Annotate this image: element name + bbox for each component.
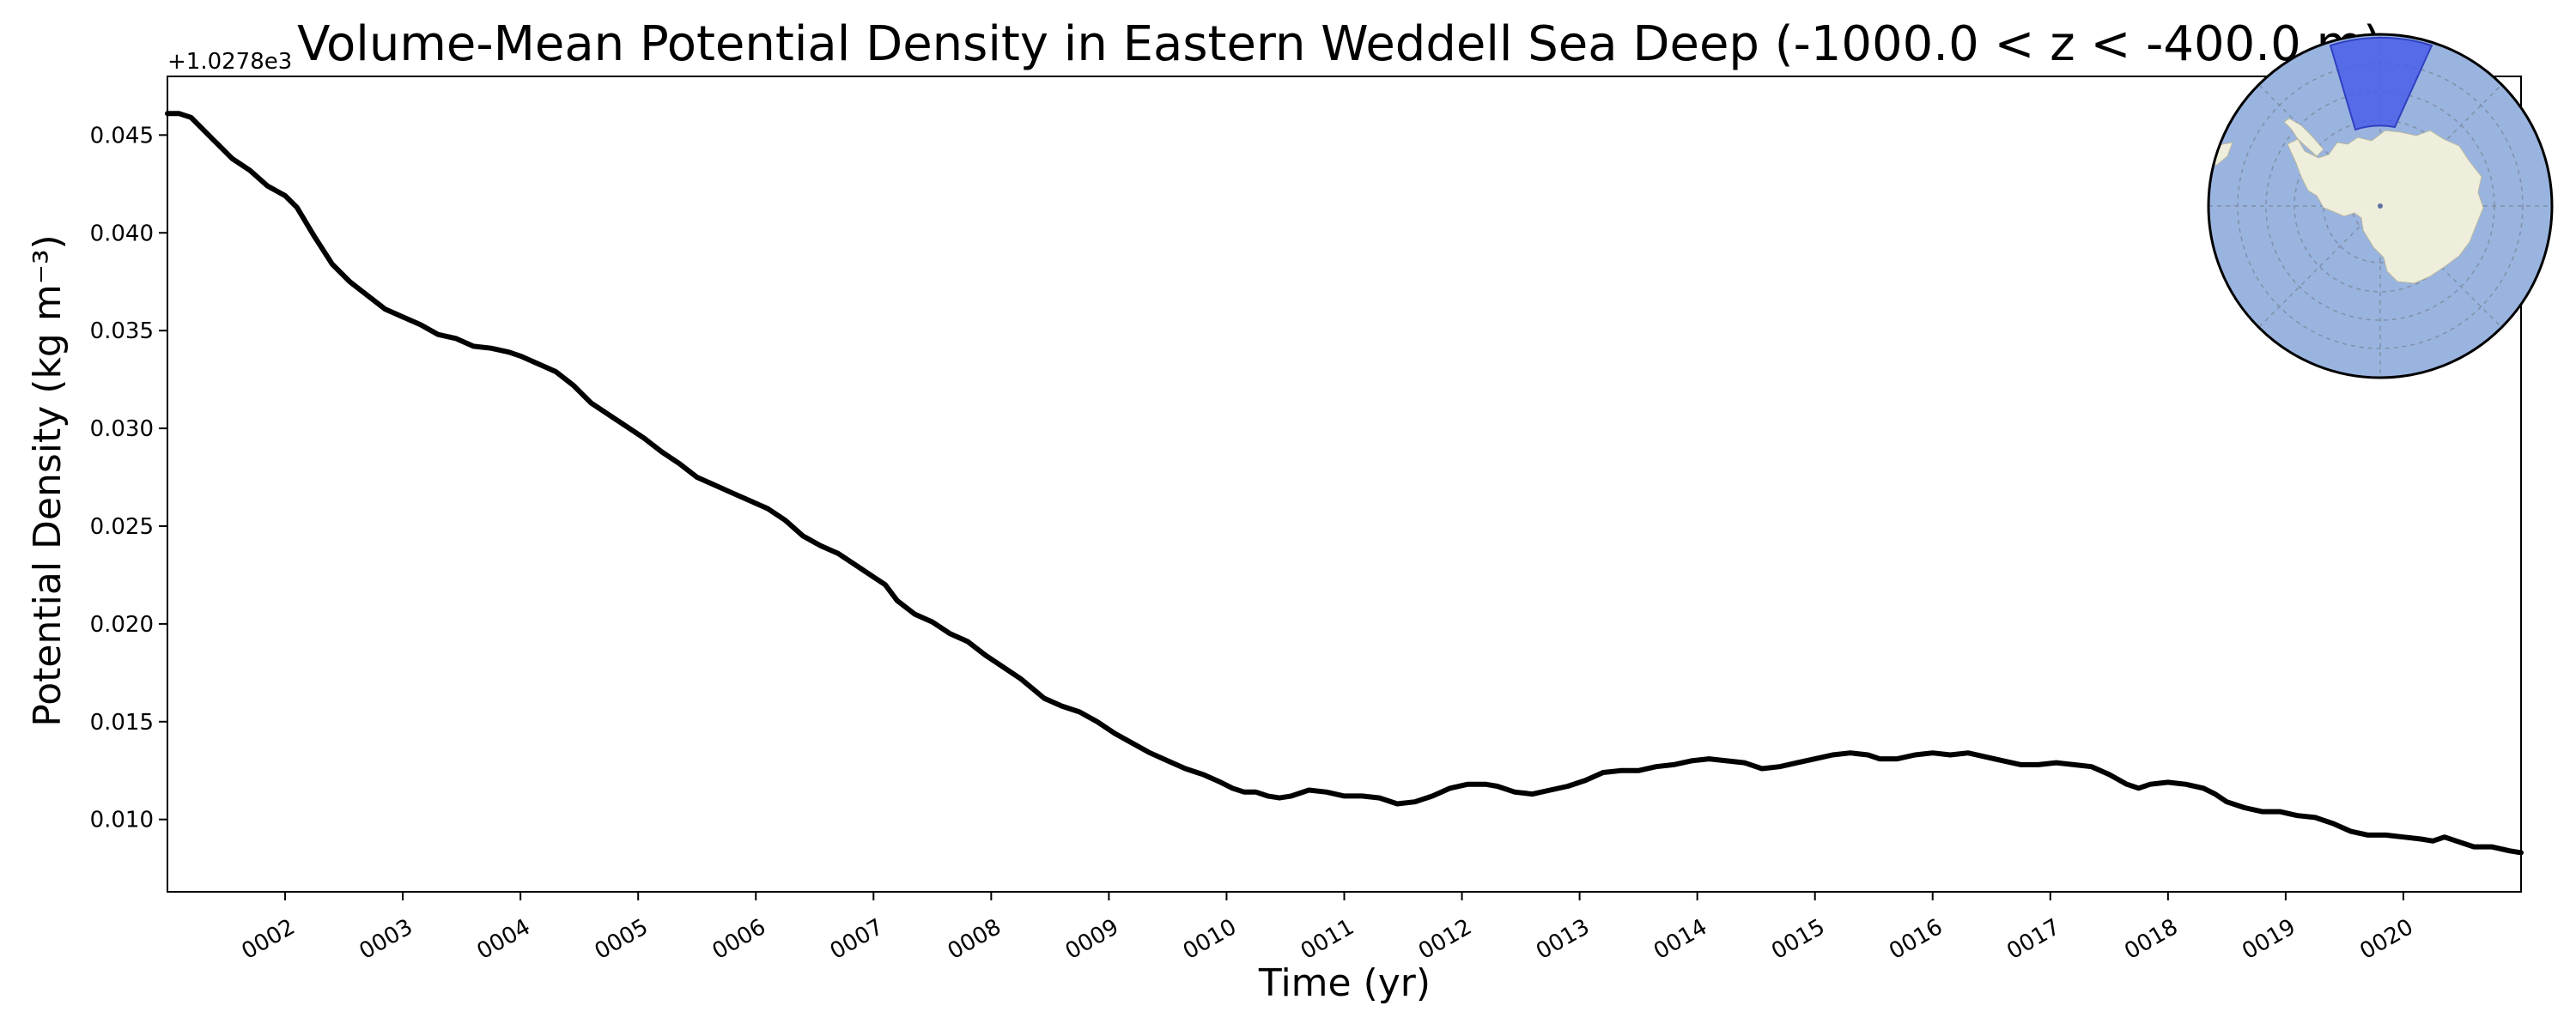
eastern-weddell-sea-region bbox=[2329, 36, 2433, 131]
antarctic-peninsula bbox=[2283, 118, 2324, 157]
map-border bbox=[2207, 33, 2554, 379]
y-offset-label: +1.0278e3 bbox=[167, 49, 292, 75]
map-content bbox=[2208, 34, 2552, 378]
x-axis-label: Time (yr) bbox=[1258, 961, 1431, 1005]
y-tick-label: 0.040 bbox=[90, 221, 154, 246]
plot-frame bbox=[167, 76, 2522, 893]
y-tick-label: 0.015 bbox=[90, 710, 154, 736]
y-tick-label: 0.030 bbox=[90, 416, 154, 442]
series-line-0 bbox=[165, 111, 2524, 856]
y-axis-label: Potential Density (kg m⁻³) bbox=[26, 234, 70, 726]
y-tick-label: 0.035 bbox=[90, 318, 154, 344]
south-pole-marker bbox=[2378, 203, 2383, 209]
y-tick-label: 0.025 bbox=[90, 514, 154, 540]
y-tick-label: 0.045 bbox=[90, 123, 154, 148]
data-layer bbox=[165, 111, 2524, 856]
antarctica-landmass bbox=[2287, 130, 2484, 284]
y-tick-label: 0.020 bbox=[90, 612, 154, 638]
y-tick-label: 0.010 bbox=[90, 808, 154, 833]
y-axis-ticks: 0.010 0.015 0.020 0.025 0.030 0.035 0.040 0.045 bbox=[90, 123, 167, 833]
inset-map bbox=[2207, 33, 2554, 379]
chart-title: Volume-Mean Potential Density in Eastern… bbox=[297, 16, 2382, 72]
